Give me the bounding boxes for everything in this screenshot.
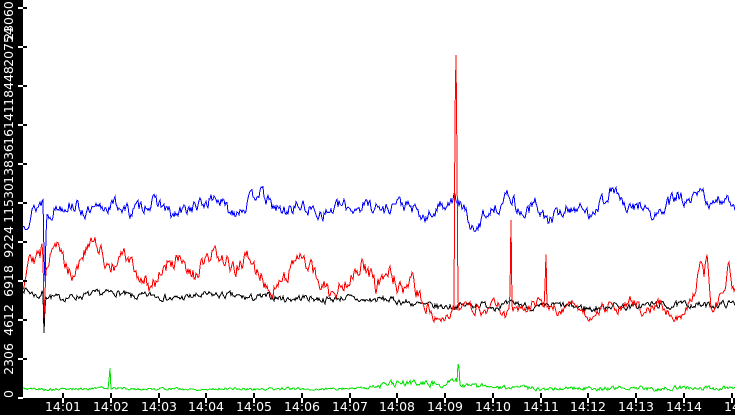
x-tick bbox=[444, 393, 446, 398]
x-tick-label: 14:10 bbox=[474, 399, 512, 414]
x-tick bbox=[540, 393, 542, 398]
y-tick bbox=[18, 124, 23, 126]
x-tick bbox=[301, 398, 303, 403]
y-tick-label: 0 bbox=[0, 390, 16, 398]
black-series-line bbox=[23, 287, 735, 334]
x-tick bbox=[540, 398, 542, 403]
x-tick bbox=[683, 398, 685, 403]
y-tick bbox=[23, 124, 27, 126]
x-tick bbox=[62, 398, 64, 403]
x-tick bbox=[492, 398, 494, 403]
red-series-line bbox=[23, 54, 735, 324]
x-tick bbox=[731, 398, 733, 403]
y-tick bbox=[23, 319, 27, 321]
y-tick-label: 6918 bbox=[0, 265, 16, 297]
x-tick-label: 14 bbox=[724, 399, 735, 414]
x-tick-label: 14:11 bbox=[522, 399, 560, 414]
y-tick bbox=[18, 46, 23, 48]
plot-area bbox=[23, 0, 735, 398]
x-axis: 14:01 14:02 14:03 14:04 14:05 14:06 14:07 14:08… bbox=[0, 398, 735, 415]
x-tick bbox=[205, 393, 207, 398]
y-tick-label: 18448 bbox=[0, 66, 16, 106]
x-tick bbox=[396, 393, 398, 398]
x-tick bbox=[635, 398, 637, 403]
green-series-line bbox=[23, 364, 735, 392]
y-tick bbox=[23, 163, 27, 165]
series-lines bbox=[23, 54, 735, 392]
y-tick bbox=[18, 280, 23, 282]
x-tick bbox=[158, 393, 160, 398]
x-tick bbox=[396, 398, 398, 403]
x-tick bbox=[492, 393, 494, 398]
x-tick bbox=[731, 393, 733, 398]
y-tick bbox=[23, 280, 27, 282]
y-tick-label: 4612 bbox=[0, 304, 16, 336]
y-tick-label: 2306 bbox=[0, 343, 16, 375]
y-tick-label: 11530 bbox=[0, 183, 16, 223]
x-tick-label: 14:07 bbox=[331, 399, 369, 414]
y-tick bbox=[23, 7, 27, 9]
x-tick-label: 14:12 bbox=[569, 399, 607, 414]
y-tick bbox=[23, 46, 27, 48]
y-tick bbox=[18, 202, 23, 204]
y-tick-label: 9224 bbox=[0, 226, 16, 258]
y-tick-label: 23060 bbox=[0, 1, 16, 41]
x-tick bbox=[587, 393, 589, 398]
blue-series-line bbox=[23, 185, 735, 282]
x-tick bbox=[253, 393, 255, 398]
x-tick bbox=[349, 393, 351, 398]
x-tick-label: 14:04 bbox=[187, 399, 225, 414]
x-tick bbox=[683, 393, 685, 398]
x-tick bbox=[110, 393, 112, 398]
y-tick bbox=[23, 202, 27, 204]
y-tick bbox=[18, 397, 23, 399]
y-tick bbox=[18, 241, 23, 243]
y-tick-label: 13836 bbox=[0, 144, 16, 184]
y-tick bbox=[18, 319, 23, 321]
x-tick bbox=[635, 393, 637, 398]
y-tick bbox=[23, 241, 27, 243]
x-tick bbox=[158, 398, 160, 403]
x-tick-label: 14:05 bbox=[235, 399, 273, 414]
y-tick bbox=[18, 358, 23, 360]
x-tick-label: 14:03 bbox=[140, 399, 178, 414]
y-tick bbox=[18, 163, 23, 165]
y-tick-label: 16141 bbox=[0, 105, 16, 145]
y-tick bbox=[18, 7, 23, 9]
x-tick-label: 14:01 bbox=[44, 399, 82, 414]
x-tick-label: 14:06 bbox=[283, 399, 321, 414]
x-tick bbox=[349, 398, 351, 403]
y-tick bbox=[23, 85, 27, 87]
x-tick-label: 14:09 bbox=[426, 399, 464, 414]
x-tick bbox=[110, 398, 112, 403]
x-tick-label: 14:14 bbox=[665, 399, 703, 414]
y-tick bbox=[18, 85, 23, 87]
x-tick-label: 14:02 bbox=[92, 399, 130, 414]
x-tick bbox=[444, 398, 446, 403]
x-tick bbox=[62, 393, 64, 398]
x-tick bbox=[587, 398, 589, 403]
x-tick bbox=[253, 398, 255, 403]
y-tick bbox=[23, 358, 27, 360]
x-tick-label: 14:08 bbox=[378, 399, 416, 414]
y-axis: 0 2306 4612 6918 9224 11530 13836 16141 18448 207… bbox=[0, 0, 23, 398]
x-tick-label: 14:13 bbox=[617, 399, 655, 414]
x-tick bbox=[301, 393, 303, 398]
x-tick bbox=[205, 398, 207, 403]
